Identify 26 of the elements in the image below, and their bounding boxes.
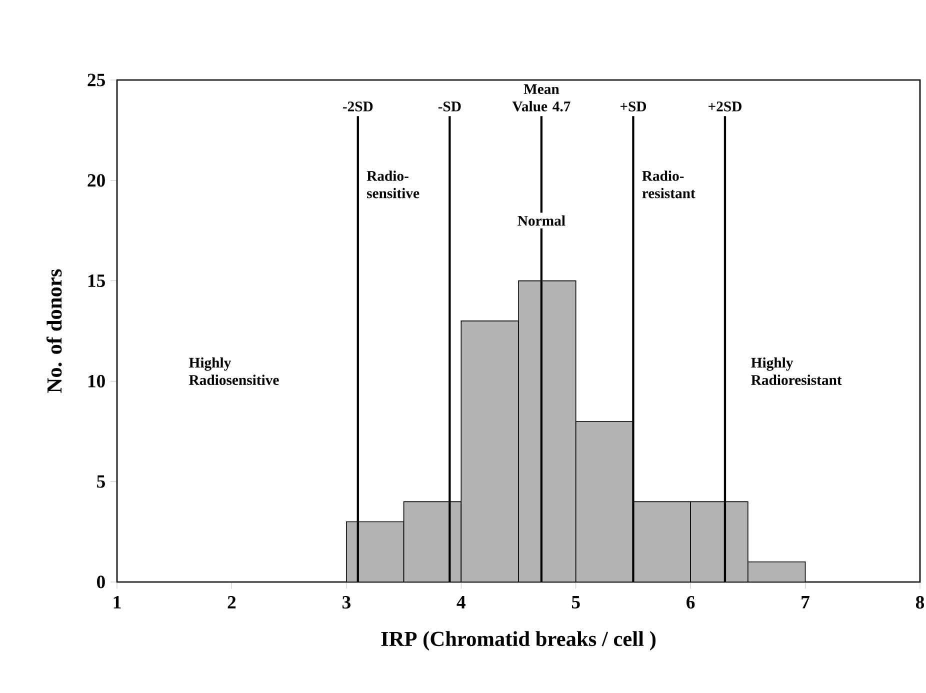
y-tick-label: 25 xyxy=(88,74,105,86)
ref-line-label: +SD xyxy=(620,102,646,112)
x-tick-label: 1 xyxy=(114,596,121,608)
x-tick-label: 8 xyxy=(916,596,924,609)
ref-line-label: +2SD xyxy=(708,102,742,112)
annotation: Highly Radiosensitive xyxy=(189,357,279,385)
x-tick-label: 4 xyxy=(456,596,466,608)
y-tick-label: 0 xyxy=(97,576,105,588)
ref-line-label: -2SD xyxy=(342,102,373,112)
y-tick-label: 5 xyxy=(97,475,105,488)
x-tick-label: 5 xyxy=(572,596,580,608)
ref-line-label: Mean Value 4.7 xyxy=(512,84,570,112)
y-axis-title: No. of donors xyxy=(46,269,62,393)
x-tick-label: 3 xyxy=(342,596,350,609)
x-tick-label: 6 xyxy=(686,596,695,609)
x-tick-label: 2 xyxy=(228,596,236,608)
annotation: Highly Radioresistant xyxy=(751,357,842,385)
y-tick-label: 10 xyxy=(88,374,105,388)
annotation: Radio-sensitive xyxy=(366,170,420,198)
x-axis-title: IRP (Chromatid breaks / cell ) xyxy=(381,631,656,650)
annotation: Radio-resistant xyxy=(642,170,696,198)
y-tick-label: 15 xyxy=(88,274,105,288)
y-tick-label: 20 xyxy=(88,174,105,187)
x-tick-label: 7 xyxy=(802,596,810,608)
ref-line-label: -SD xyxy=(438,102,461,112)
annotation: Normal xyxy=(518,215,566,226)
